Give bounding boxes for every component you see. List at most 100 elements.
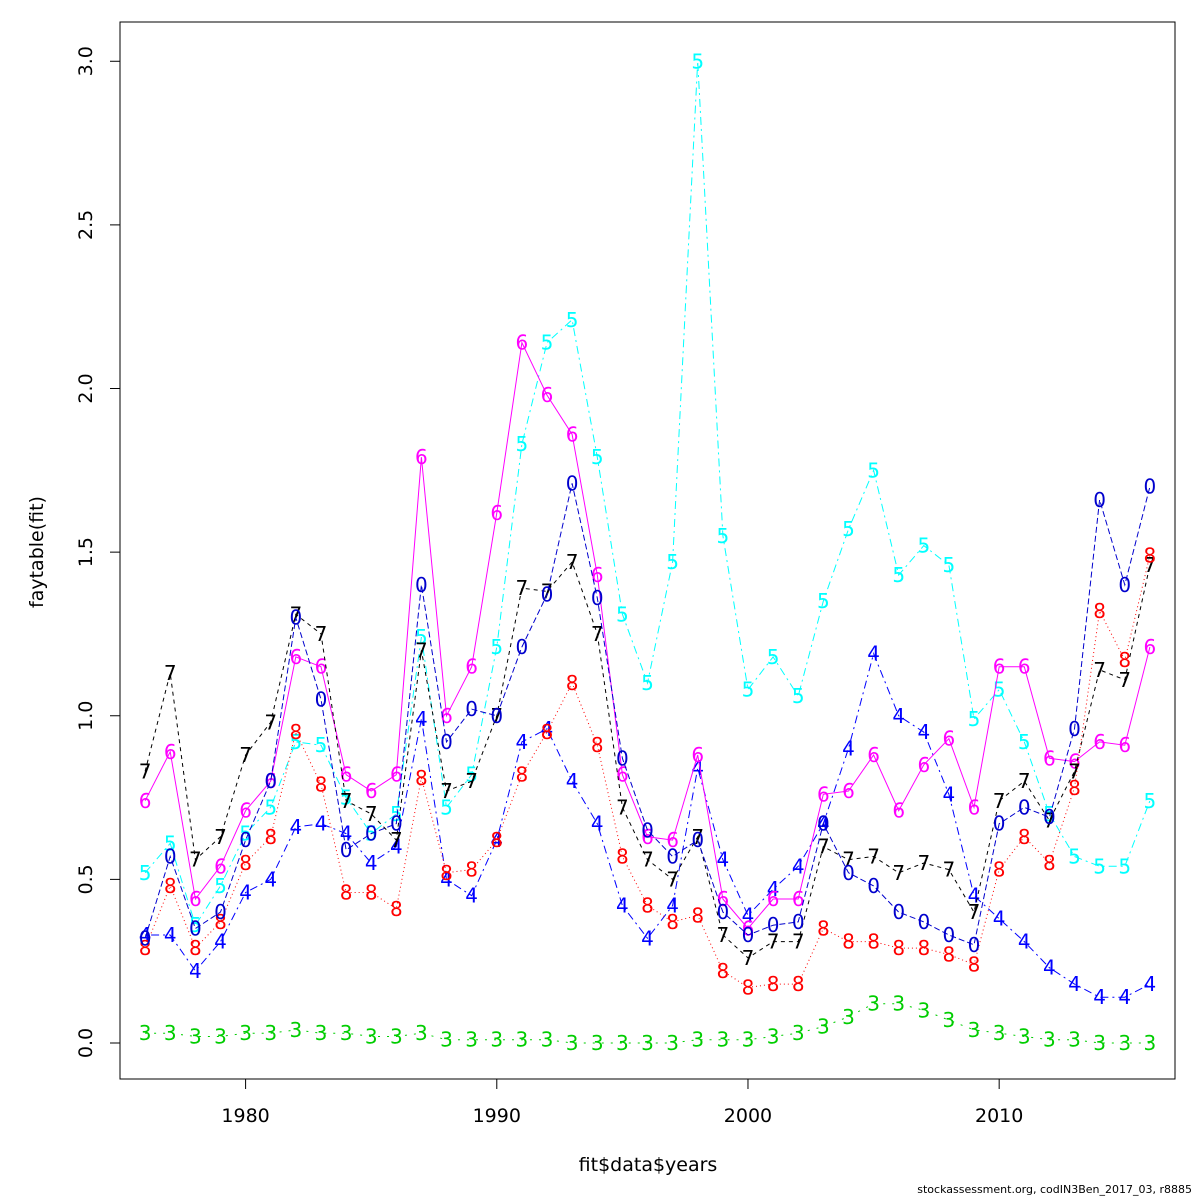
data-point: 3 — [591, 1031, 604, 1055]
data-point: 8 — [666, 910, 679, 934]
data-point: 4 — [415, 707, 428, 731]
data-point: 4 — [1018, 930, 1031, 954]
data-point: 8 — [842, 930, 855, 954]
data-point: 6 — [943, 727, 956, 751]
data-point: 4 — [767, 877, 780, 901]
data-point: 5 — [943, 553, 956, 577]
data-point: 4 — [792, 854, 805, 878]
data-point: 8 — [917, 936, 930, 960]
x-tick-label: 1980 — [221, 1105, 269, 1127]
data-point: 5 — [315, 733, 328, 757]
data-point: 0 — [867, 874, 880, 898]
series-line-0 — [144, 483, 1151, 946]
data-point: 8 — [742, 975, 755, 999]
data-point: 3 — [465, 1028, 478, 1052]
data-point: 6 — [490, 501, 503, 525]
data-point: 6 — [1093, 730, 1106, 754]
data-point: 0 — [742, 923, 755, 947]
data-point: 3 — [490, 1028, 503, 1052]
data-point: 5 — [516, 432, 529, 456]
data-point: 8 — [340, 880, 353, 904]
data-point: 7 — [917, 851, 930, 875]
data-point: 5 — [139, 861, 152, 885]
data-point: 5 — [164, 831, 177, 855]
data-point: 6 — [315, 655, 328, 679]
data-point: 7 — [892, 861, 905, 885]
y-tick-label: 1.0 — [75, 701, 97, 731]
data-point: 3 — [716, 1028, 729, 1052]
data-point: 0 — [516, 635, 529, 659]
data-point: 7 — [968, 900, 981, 924]
data-point: 6 — [566, 422, 579, 446]
data-point: 0 — [716, 900, 729, 924]
data-point: 4 — [1093, 985, 1106, 1009]
data-point: 8 — [993, 858, 1006, 882]
data-point: 6 — [465, 655, 478, 679]
data-point: 8 — [390, 897, 403, 921]
data-point: 0 — [792, 910, 805, 934]
data-point: 5 — [616, 602, 629, 626]
data-point: 4 — [616, 894, 629, 918]
data-point: 4 — [742, 903, 755, 927]
x-tick-label: 2010 — [975, 1105, 1023, 1127]
data-point: 5 — [716, 524, 729, 548]
data-point: 0 — [917, 910, 930, 934]
data-point: 8 — [189, 936, 202, 960]
data-point: 6 — [264, 769, 277, 793]
data-point: 4 — [666, 894, 679, 918]
data-point: 6 — [340, 763, 353, 787]
data-point: 7 — [516, 576, 529, 600]
data-point: 4 — [340, 822, 353, 846]
data-point: 5 — [415, 625, 428, 649]
data-point: 0 — [365, 822, 378, 846]
data-point: 3 — [264, 1021, 277, 1045]
data-point: 0 — [164, 844, 177, 868]
data-point: 5 — [289, 730, 302, 754]
y-tick-label: 0.0 — [75, 1028, 97, 1058]
data-point: 8 — [1093, 599, 1106, 623]
data-point: 8 — [164, 874, 177, 898]
data-point: 8 — [616, 844, 629, 868]
data-point: 8 — [365, 880, 378, 904]
data-point: 0 — [842, 861, 855, 885]
data-point: 0 — [943, 923, 956, 947]
data-point: 6 — [214, 854, 227, 878]
data-point: 3 — [315, 1021, 328, 1045]
data-point: 7 — [666, 867, 679, 891]
series-line-4 — [145, 652, 1151, 998]
data-point: 3 — [666, 1031, 679, 1055]
data-point: 8 — [968, 952, 981, 976]
data-point: 4 — [264, 867, 277, 891]
y-tick-label: 3.0 — [75, 46, 97, 76]
x-axis: 1980 1990 2000 2010 — [221, 1078, 1023, 1127]
data-point: 3 — [616, 1031, 629, 1055]
data-point: 5 — [440, 795, 453, 819]
data-point: 5 — [1018, 730, 1031, 754]
data-point: 0 — [289, 606, 302, 630]
data-point: 0 — [264, 769, 277, 793]
data-point: 3 — [1118, 1031, 1131, 1055]
data-point: 0 — [465, 697, 478, 721]
data-point: 0 — [189, 916, 202, 940]
data-point: 7 — [867, 844, 880, 868]
data-point: 4 — [993, 907, 1006, 931]
data-point: 6 — [516, 331, 529, 355]
data-point: 3 — [415, 1021, 428, 1045]
data-point: 8 — [1118, 648, 1131, 672]
data-point: 4 — [440, 867, 453, 891]
data-point: 6 — [968, 795, 981, 819]
data-point: 4 — [867, 642, 880, 666]
data-point: 7 — [1043, 808, 1056, 832]
data-point: 4 — [1068, 972, 1081, 996]
series-line-5 — [144, 61, 1151, 927]
x-tick-label: 1990 — [473, 1105, 521, 1127]
data-point: 4 — [1118, 985, 1131, 1009]
data-point: 8 — [716, 959, 729, 983]
data-point: 8 — [440, 861, 453, 885]
data-point: 7 — [289, 602, 302, 626]
data-point: 7 — [566, 550, 579, 574]
data-point: 8 — [867, 930, 880, 954]
data-point: 5 — [1118, 854, 1131, 878]
